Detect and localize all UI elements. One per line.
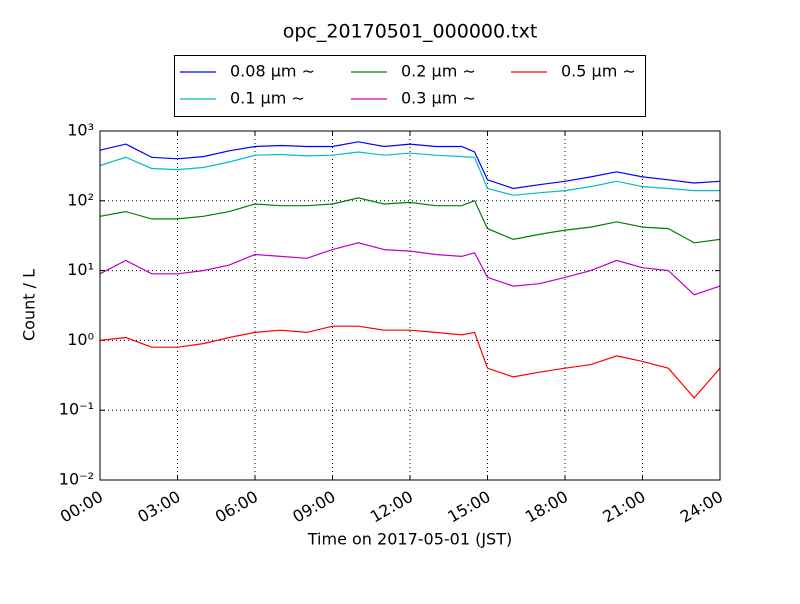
y-tick-label: 10⁻¹ [59, 400, 94, 419]
plot-frame [99, 130, 721, 481]
y-tick-label: 10² [67, 190, 94, 209]
y-tick-label: 10⁻² [59, 470, 94, 489]
legend-label: 0.3 μm ∼ [401, 89, 476, 108]
legend-label: 0.2 μm ∼ [401, 62, 476, 81]
y-axis-label: Count / L [20, 269, 39, 341]
legend-label: 0.08 μm ∼ [230, 62, 315, 81]
chart-title: opc_20170501_000000.txt [283, 21, 538, 43]
data-line [99, 242, 721, 296]
data-line [99, 141, 721, 190]
data-line [99, 197, 721, 244]
legend-label: 0.5 μm ∼ [561, 62, 636, 81]
x-axis-label: Time on 2017-05-01 (JST) [307, 530, 512, 549]
y-tick-label: 10¹ [67, 260, 94, 279]
legend-label: 0.1 μm ∼ [230, 89, 305, 108]
data-line [99, 325, 721, 399]
y-tick-label: 10³ [67, 121, 94, 140]
y-tick-label: 10⁰ [67, 330, 94, 349]
data-line [99, 151, 720, 196]
legend-box [174, 55, 646, 117]
